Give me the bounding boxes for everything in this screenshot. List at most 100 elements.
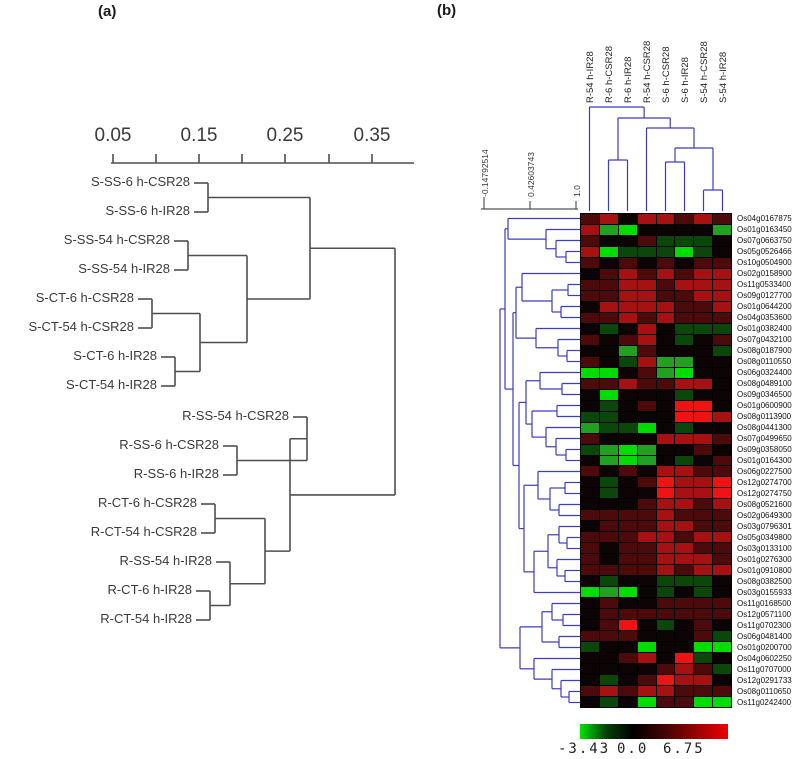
heatmap-cell <box>694 642 713 653</box>
heatmap-cell <box>694 697 713 707</box>
heatmap-cell <box>713 422 731 433</box>
heatmap-cell <box>618 587 637 598</box>
gene-id-label: Os08g0187900 <box>737 346 792 355</box>
heatmap-cell <box>581 642 599 653</box>
heatmap-cell <box>599 378 618 389</box>
heatmap-cell <box>618 422 637 433</box>
heatmap-cell <box>637 214 656 224</box>
heatmap-cell <box>713 576 731 587</box>
heatmap-cell <box>713 521 731 532</box>
heatmap-cell <box>599 433 618 444</box>
heatmap-cell <box>581 587 599 598</box>
heatmap-cell <box>618 466 637 477</box>
heatmap-cell <box>675 290 694 301</box>
heatmap-cell <box>581 488 599 499</box>
heatmap-cell <box>713 697 731 707</box>
heatmap-cell <box>618 499 637 510</box>
heatmap-cell <box>637 268 656 279</box>
heatmap-cell <box>581 367 599 378</box>
heatmap-cell <box>656 598 675 609</box>
heatmap-cell <box>599 466 618 477</box>
heatmap-cell <box>599 532 618 543</box>
heatmap-cell <box>713 488 731 499</box>
heatmap-cell <box>656 389 675 400</box>
heatmap-cell <box>581 697 599 707</box>
heatmap-cell <box>713 389 731 400</box>
heatmap-cell <box>581 323 599 334</box>
dendrogram-leaf-label: R-CT-54 h-IR28 <box>100 611 192 626</box>
axis-tick-label: 0.25 <box>266 125 304 146</box>
heatmap-cell <box>675 631 694 642</box>
gene-id-label: Os01g0163450 <box>737 225 792 234</box>
heatmap-cell <box>599 642 618 653</box>
heatmap-cell <box>656 521 675 532</box>
heatmap-cell <box>713 411 731 422</box>
heatmap-cell <box>581 554 599 565</box>
gene-id-label: Os01g0644200 <box>737 302 792 311</box>
heatmap-cell <box>581 620 599 631</box>
heatmap-cell <box>637 367 656 378</box>
heatmap-cell <box>656 642 675 653</box>
heatmap-cell <box>656 664 675 675</box>
gene-id-label: Os03g0796301 <box>737 522 792 531</box>
heatmap-cell <box>713 664 731 675</box>
heatmap-cell <box>581 466 599 477</box>
heatmap-cell <box>618 653 637 664</box>
heatmap-cell <box>637 224 656 235</box>
heatmap-cell <box>581 389 599 400</box>
heatmap-cell <box>581 378 599 389</box>
gene-id-label: Os09g0127700 <box>737 291 792 300</box>
heatmap-cell <box>637 631 656 642</box>
heatmap-cell <box>581 246 599 257</box>
heatmap-cell <box>694 653 713 664</box>
heatmap-cell <box>599 653 618 664</box>
heatmap-cell <box>618 323 637 334</box>
heatmap-cell <box>675 345 694 356</box>
gene-id-label: Os11g0702300 <box>737 621 792 630</box>
heatmap-cell <box>599 576 618 587</box>
gene-id-label: Os10g0504900 <box>737 258 792 267</box>
heatmap-cell <box>675 697 694 707</box>
heatmap-cell <box>694 609 713 620</box>
heatmap-cell <box>637 499 656 510</box>
heatmap-cell <box>637 433 656 444</box>
heatmap-cell <box>599 356 618 367</box>
heatmap-cell <box>581 400 599 411</box>
heatmap-cell <box>618 598 637 609</box>
heatmap-cell <box>675 675 694 686</box>
gene-id-label: Os12g0291733 <box>737 676 792 685</box>
heatmap-cell <box>675 477 694 488</box>
heatmap-cell <box>599 334 618 345</box>
heatmap-cell <box>694 214 713 224</box>
heatmap-cell <box>637 697 656 707</box>
gene-id-label: Os01g0600900 <box>737 401 792 410</box>
heatmap-cell <box>694 345 713 356</box>
heatmap-cell <box>599 499 618 510</box>
gene-id-label: Os08g0521600 <box>737 500 792 509</box>
heatmap-cell <box>581 279 599 290</box>
heatmap-cell <box>694 521 713 532</box>
heatmap-cell <box>637 653 656 664</box>
heatmap-cell <box>599 323 618 334</box>
heatmap-cell <box>618 532 637 543</box>
heatmap-cell <box>618 301 637 312</box>
heatmap-cell <box>637 444 656 455</box>
heatmap-cell <box>694 587 713 598</box>
heatmap-cell <box>694 499 713 510</box>
heatmap-cell <box>618 356 637 367</box>
heatmap-cell <box>599 389 618 400</box>
gene-id-label: Os01g0382400 <box>737 324 792 333</box>
gene-id-label: Os05g0349800 <box>737 533 792 542</box>
heatmap-cell <box>694 356 713 367</box>
heatmap-cell <box>637 334 656 345</box>
dendrogram-leaf-label: S-CT-6 h-IR28 <box>73 348 157 363</box>
heatmap-cell <box>599 279 618 290</box>
gene-id-label: Os01g0276300 <box>737 555 792 564</box>
heatmap-cell <box>618 345 637 356</box>
heatmap-cell <box>656 631 675 642</box>
heatmap-cell <box>675 389 694 400</box>
heatmap-cell <box>599 620 618 631</box>
heatmap-cell <box>581 268 599 279</box>
heatmap-cell <box>694 510 713 521</box>
